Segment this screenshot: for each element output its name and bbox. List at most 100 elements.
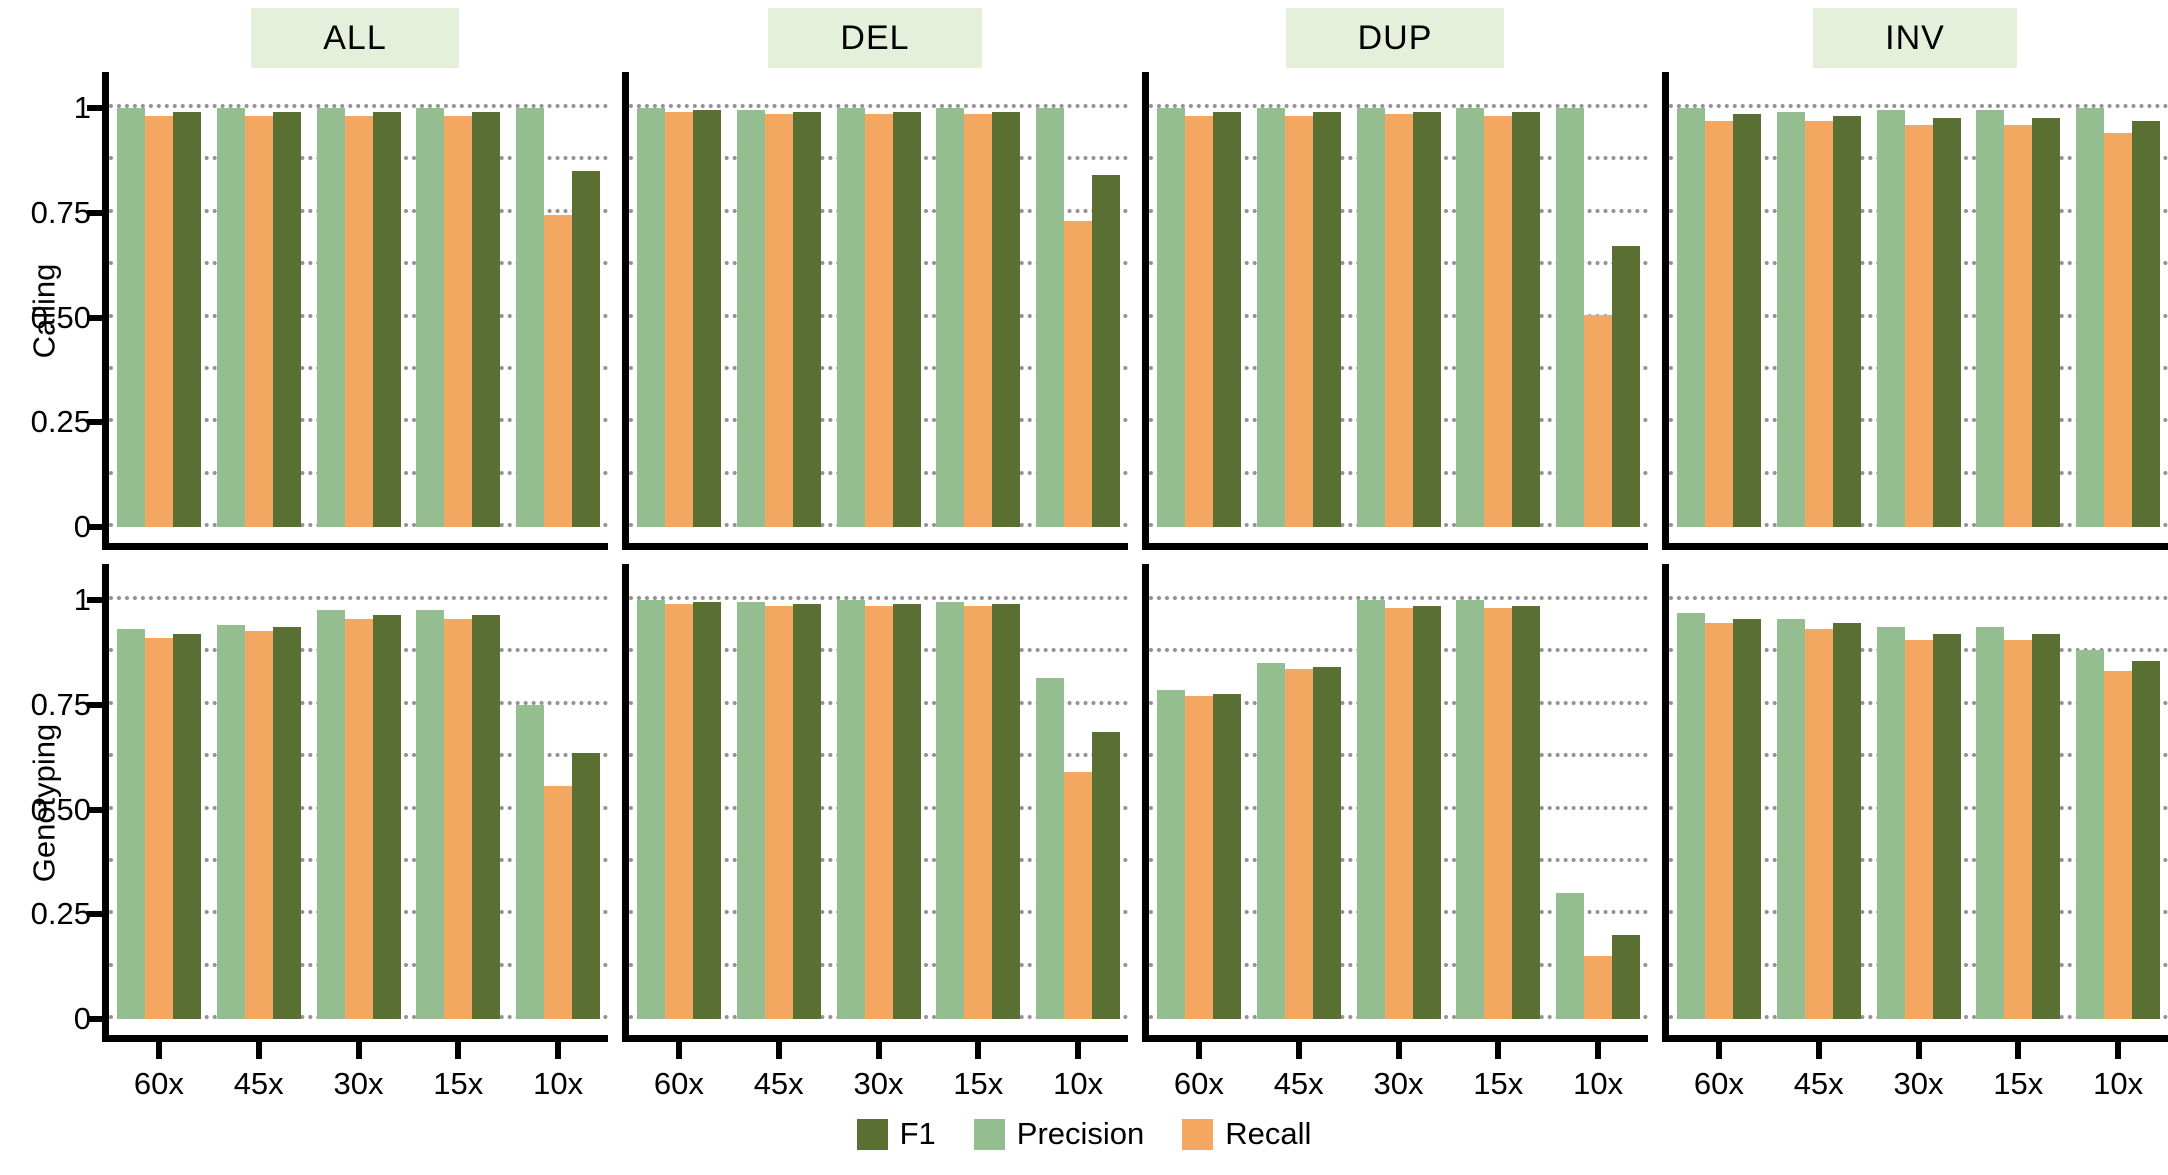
panel-calling-del bbox=[622, 72, 1128, 550]
facet-label-dup: DUP bbox=[1285, 8, 1505, 68]
bar-precision-15x bbox=[936, 602, 965, 1019]
bar-f1-15x bbox=[2032, 633, 2061, 1019]
y-tick-label: 0 bbox=[73, 509, 91, 544]
x-tick-mark bbox=[2115, 1042, 2122, 1059]
bar-f1-45x bbox=[1832, 623, 1861, 1019]
bar-precision-10x bbox=[1036, 108, 1065, 527]
bar-precision-60x bbox=[636, 108, 665, 527]
x-tick-label: 60x bbox=[1173, 1066, 1224, 1101]
bar-recall-30x bbox=[1384, 608, 1413, 1019]
bar-recall-15x bbox=[1484, 116, 1513, 527]
legend-swatch-f1 bbox=[856, 1118, 888, 1150]
bar-recall-60x bbox=[1704, 120, 1733, 527]
bar-f1-10x bbox=[2132, 660, 2161, 1019]
bar-precision-45x bbox=[216, 625, 245, 1019]
x-tick-mark bbox=[1595, 1042, 1602, 1059]
x-tick-mark bbox=[255, 1042, 262, 1059]
bar-recall-30x bbox=[344, 116, 373, 527]
bar-precision-15x bbox=[1456, 600, 1485, 1019]
bar-group-60x bbox=[1676, 600, 1761, 1019]
gridline bbox=[1149, 596, 1648, 600]
bar-precision-30x bbox=[1356, 600, 1385, 1019]
bar-f1-60x bbox=[172, 112, 201, 527]
bar-f1-60x bbox=[172, 633, 201, 1019]
bar-recall-10x bbox=[544, 786, 573, 1019]
plot-area: 1 0.75 0.50 0.25 0 bbox=[31, 583, 608, 1036]
bar-group-30x bbox=[1356, 108, 1441, 527]
bar-precision-60x bbox=[1676, 612, 1705, 1019]
bar-precision-45x bbox=[1776, 112, 1805, 527]
x-tick-label: 45x bbox=[753, 1066, 804, 1101]
bar-precision-10x bbox=[1556, 108, 1585, 527]
bar-f1-45x bbox=[1832, 116, 1861, 527]
row-spacer bbox=[0, 550, 88, 564]
x-tick-label: 15x bbox=[433, 1066, 484, 1101]
bar-precision-60x bbox=[1156, 690, 1185, 1019]
y-tick-mark bbox=[87, 911, 102, 918]
bar-f1-15x bbox=[2032, 118, 2061, 527]
legend-label-recall: Recall bbox=[1225, 1116, 1312, 1151]
y-tick-mark bbox=[87, 105, 102, 111]
bar-group-15x bbox=[1976, 600, 2061, 1019]
bar-f1-30x bbox=[892, 112, 921, 527]
bar-precision-15x bbox=[936, 108, 965, 527]
bar-f1-10x bbox=[1612, 246, 1641, 527]
bar-precision-10x bbox=[516, 704, 545, 1019]
panel-genotyping-inv bbox=[1662, 564, 2168, 1042]
bar-precision-45x bbox=[216, 108, 245, 527]
y-tick-mark bbox=[87, 1016, 102, 1022]
bar-recall-45x bbox=[1284, 669, 1313, 1019]
x-tick-label: 10x bbox=[1573, 1066, 1624, 1101]
bar-precision-10x bbox=[516, 108, 545, 527]
bar-f1-15x bbox=[992, 604, 1021, 1019]
bar-f1-30x bbox=[892, 604, 921, 1019]
bar-precision-30x bbox=[1356, 108, 1385, 527]
x-tick-label: 15x bbox=[1993, 1066, 2044, 1101]
facet-label-inv: INV bbox=[1813, 8, 2017, 68]
gridline bbox=[1669, 104, 2168, 108]
bar-recall-60x bbox=[1184, 696, 1213, 1019]
bar-recall-30x bbox=[1384, 114, 1413, 527]
bar-precision-45x bbox=[1776, 618, 1805, 1019]
bar-f1-60x bbox=[1732, 114, 1761, 527]
bar-group-10x bbox=[1556, 600, 1641, 1019]
bar-recall-60x bbox=[144, 116, 173, 527]
bar-recall-15x bbox=[2004, 124, 2033, 527]
legend: F1 Precision Recall bbox=[0, 1106, 2168, 1162]
bar-f1-30x bbox=[372, 614, 401, 1019]
bar-precision-60x bbox=[116, 108, 145, 527]
bar-recall-45x bbox=[244, 116, 273, 527]
bar-recall-10x bbox=[1064, 771, 1093, 1019]
x-tick-mark bbox=[555, 1042, 562, 1059]
bar-f1-45x bbox=[272, 112, 301, 527]
bar-precision-45x bbox=[1256, 108, 1285, 527]
y-tick-label: 1 bbox=[73, 582, 91, 617]
bar-f1-10x bbox=[1612, 935, 1641, 1019]
bar-precision-30x bbox=[1876, 110, 1905, 527]
bar-recall-30x bbox=[1904, 124, 1933, 527]
bar-recall-60x bbox=[1704, 623, 1733, 1019]
bar-precision-10x bbox=[1556, 893, 1585, 1019]
bar-precision-45x bbox=[1256, 662, 1285, 1019]
bar-recall-60x bbox=[664, 112, 693, 527]
bar-recall-30x bbox=[864, 606, 893, 1019]
bar-group-10x bbox=[516, 600, 601, 1019]
xaxis-inv: 60x 45x 30x 15x 10x bbox=[1662, 1042, 2168, 1106]
x-tick-label: 10x bbox=[2093, 1066, 2144, 1101]
x-tick-label: 60x bbox=[1693, 1066, 1744, 1101]
x-tick-mark bbox=[455, 1042, 462, 1059]
bar-precision-30x bbox=[316, 108, 345, 527]
x-tick-mark bbox=[975, 1042, 982, 1059]
legend-label-f1: F1 bbox=[899, 1116, 936, 1151]
x-tick-label: 30x bbox=[853, 1066, 904, 1101]
x-tick-mark bbox=[1395, 1042, 1402, 1059]
y-tick-mark bbox=[87, 524, 102, 530]
bar-recall-30x bbox=[344, 618, 373, 1019]
panel-genotyping-dup bbox=[1142, 564, 1648, 1042]
x-tick-label: 15x bbox=[953, 1066, 1004, 1101]
bar-precision-15x bbox=[416, 610, 445, 1019]
y-tick-label: 0.50 bbox=[30, 299, 91, 335]
bar-group-15x bbox=[936, 108, 1021, 527]
bar-precision-30x bbox=[1876, 627, 1905, 1019]
